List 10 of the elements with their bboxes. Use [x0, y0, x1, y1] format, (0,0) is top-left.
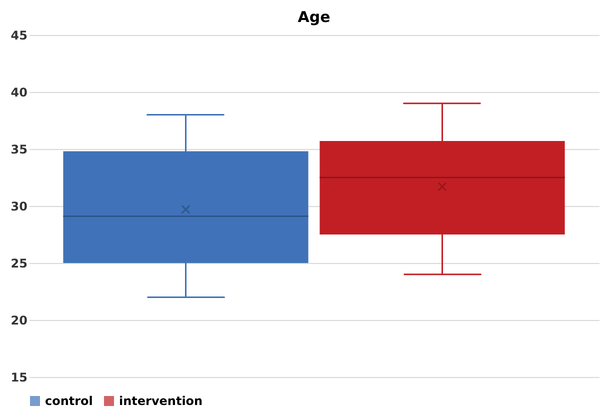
y-tick-label: 40 [10, 86, 28, 100]
legend-label: control [45, 394, 93, 408]
y-tick-label: 15 [10, 370, 28, 384]
y-tick-label: 30 [10, 200, 28, 214]
chart-title: Age [298, 8, 330, 26]
y-tick-label: 20 [10, 314, 28, 328]
legend-label: intervention [119, 394, 203, 408]
y-tick-label: 35 [10, 142, 28, 156]
y-tick-label: 45 [10, 28, 28, 42]
y-tick-label: 25 [10, 256, 28, 270]
